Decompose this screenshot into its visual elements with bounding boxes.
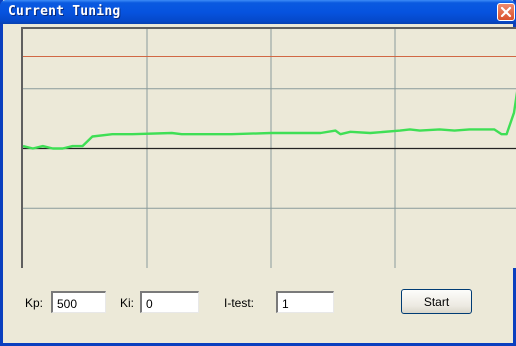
itest-label: I-test: [224,296,255,310]
ki-label: Ki: [120,296,135,310]
itest-input[interactable]: 1 [276,291,334,313]
kp-input[interactable]: 500 [51,291,106,313]
ki-input[interactable]: 0 [140,291,199,313]
window-title: Current Tuning [8,4,121,19]
title-bar[interactable]: Current Tuning [0,0,516,24]
start-button[interactable]: Start [401,289,472,314]
tuning-plot [21,27,516,268]
close-button[interactable] [497,3,515,21]
close-icon [500,6,512,18]
signal-trace [23,91,516,150]
kp-label: Kp: [25,296,44,310]
plot-canvas [23,29,516,268]
